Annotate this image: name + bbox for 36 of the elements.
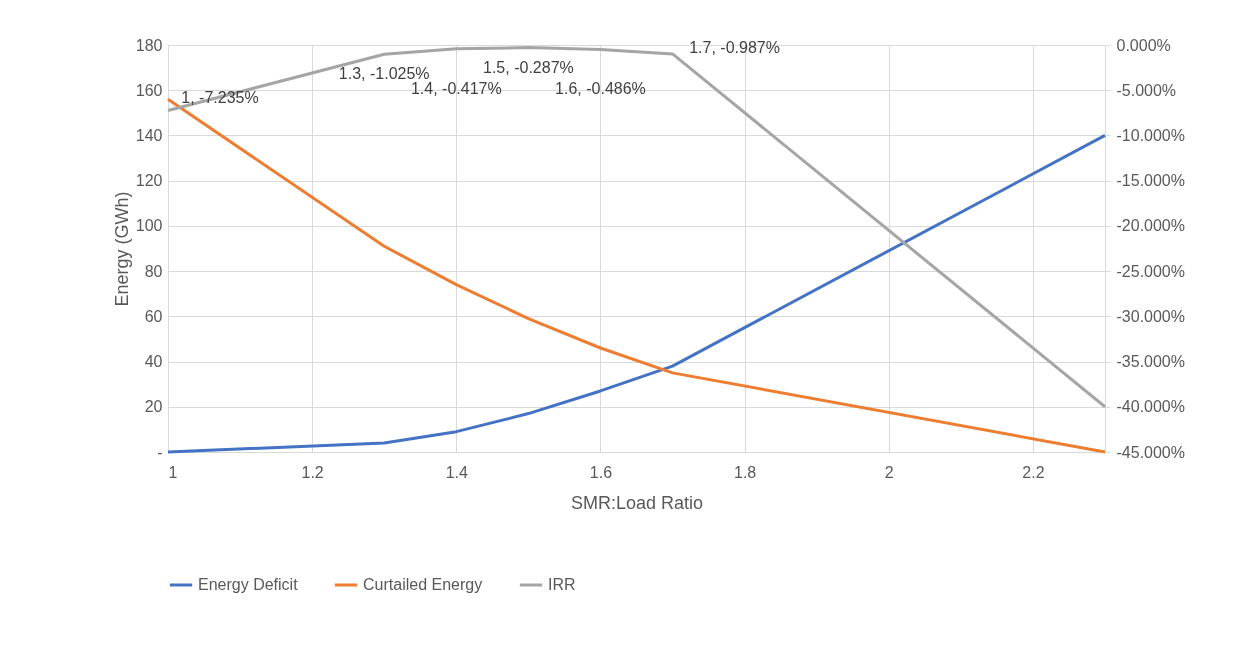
y-tick-label: 80 — [144, 262, 163, 280]
x-tick-label: 2 — [884, 463, 894, 481]
x-tick-label: 1 — [168, 463, 178, 481]
x-axis-title: SMR:Load Ratio — [570, 492, 704, 513]
y-tick-label: 160 — [135, 81, 163, 99]
data-label: 1.5, -0.287% — [483, 58, 574, 76]
y2-tick-label: -25.000% — [1116, 262, 1185, 280]
legend-label: IRR — [548, 576, 576, 593]
y2-tick-label: -10.000% — [1116, 126, 1185, 144]
legend-label: Curtailed Energy — [363, 576, 483, 593]
y-tick-label: 60 — [144, 307, 163, 325]
y2-tick-label: -35.000% — [1116, 353, 1185, 371]
data-label: 1.6, -0.486% — [555, 80, 646, 98]
data-label: 1.7, -0.987% — [689, 38, 780, 56]
y-tick-label: 120 — [135, 172, 163, 190]
x-tick-label: 1.6 — [589, 463, 613, 481]
y2-tick-label: 0.000% — [1116, 36, 1171, 54]
y-tick-label: 180 — [135, 36, 163, 54]
x-tick-label: 1.2 — [301, 463, 324, 481]
y-tick-label: 140 — [135, 126, 163, 144]
y-tick-label: 100 — [135, 217, 163, 235]
legend-label: Energy Deficit — [198, 576, 299, 593]
y2-tick-label: -5.000% — [1116, 81, 1177, 99]
y-tick-label: - — [157, 443, 163, 461]
y2-tick-label: -45.000% — [1116, 443, 1185, 461]
y2-tick-label: -30.000% — [1116, 307, 1185, 325]
y-tick-label: 40 — [144, 353, 163, 371]
data-label: 1, -7.235% — [181, 89, 259, 107]
y2-tick-label: -20.000% — [1116, 217, 1185, 235]
y-tick-label: 20 — [144, 398, 163, 416]
x-tick-label: 1.4 — [445, 463, 469, 481]
y2-tick-label: -15.000% — [1116, 172, 1185, 190]
y-axis-title: Energy (GWh) — [111, 191, 132, 307]
y2-tick-label: -40.000% — [1116, 398, 1185, 416]
x-tick-label: 2.2 — [1022, 463, 1045, 481]
x-tick-label: 1.8 — [733, 463, 757, 481]
